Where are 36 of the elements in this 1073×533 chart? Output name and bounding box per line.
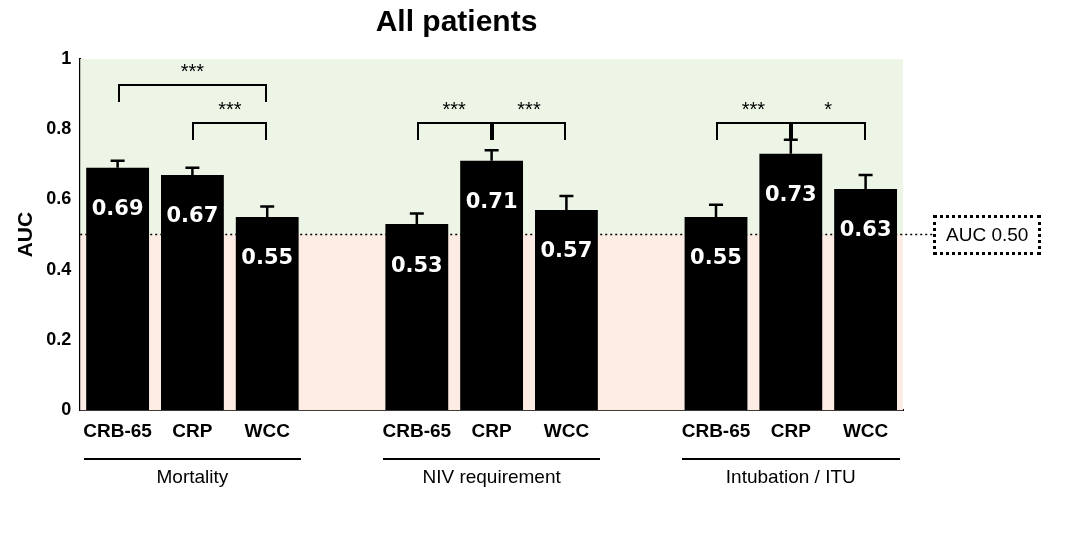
data-label: 0.55: [690, 245, 742, 270]
annotation: ***: [179, 59, 206, 83]
x-tick-label: CRP: [770, 419, 812, 441]
y-tick-label: 0.2: [46, 328, 72, 349]
x-tick-label: CRB-65: [382, 419, 452, 441]
annotation: ***: [516, 98, 542, 122]
annotation: ***: [217, 98, 243, 122]
text: NIV requirement: [421, 466, 562, 489]
annotation: *: [823, 98, 834, 122]
x-tick-label: WCC: [842, 419, 889, 441]
annotation: ***: [441, 98, 467, 122]
x-tick-label: CRP: [172, 419, 213, 441]
x-tick-label: CRB-65: [681, 419, 751, 441]
ref-line-label: AUC 0.50: [933, 214, 1042, 255]
x-tick-label: CRB-65: [83, 419, 153, 441]
y-tick-label: 0.4: [46, 258, 72, 279]
data-label: 0.57: [540, 238, 593, 263]
x-tick-label: WCC: [244, 419, 291, 441]
y-tick-label: 0.8: [46, 118, 72, 139]
data-label: 0.71: [465, 189, 518, 214]
data-label: 0.55: [241, 245, 294, 270]
y-tick-label: 0: [61, 399, 72, 420]
text: Mortality: [155, 466, 230, 489]
x-tick-label: WCC: [543, 419, 590, 441]
x-tick-label: CRP: [471, 419, 512, 441]
text: Intubation / ITU: [724, 466, 857, 489]
annotation: ***: [740, 98, 767, 122]
chart-title: All patients: [375, 4, 538, 38]
y-tick-label: 0.6: [46, 188, 72, 209]
data-label: 0.69: [91, 196, 144, 221]
y-axis-title: AUC: [13, 211, 37, 258]
data-label: 0.63: [839, 217, 892, 242]
data-label: 0.67: [166, 203, 219, 228]
y-tick-label: 1: [61, 47, 72, 68]
data-label: 0.73: [764, 182, 817, 207]
data-label: 0.53: [390, 252, 443, 277]
